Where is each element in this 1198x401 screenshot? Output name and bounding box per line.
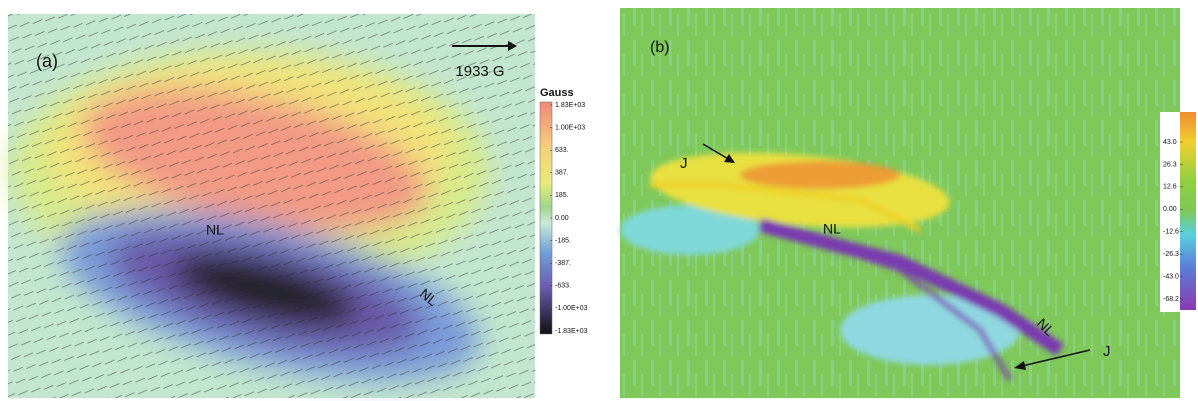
- colorbar-label-area: [1160, 112, 1180, 312]
- colorbar-tick-label: -1.00E+03: [555, 305, 588, 312]
- colorbar-tick-label: -26.3: [1163, 251, 1179, 258]
- panel-a: (a) 1933 G NL NL Gauss 1.83E+031.00E+036…: [8, 14, 588, 398]
- panel-b: (b) J NL NL J 43.026.312.60.00-12.6-26.3…: [620, 8, 1196, 398]
- colorbar-tick-label: -43.0: [1163, 273, 1179, 280]
- panel-label: (a): [36, 51, 58, 71]
- pointer-arrow-head: [724, 154, 735, 163]
- annotation: J: [680, 155, 688, 172]
- colorbar-title: Gauss: [540, 87, 574, 99]
- pointer-arrow-head: [1014, 361, 1026, 370]
- colorbar-tick-label: 0.00: [1163, 206, 1177, 213]
- pointer-arrow: [702, 143, 731, 161]
- panel-label: (b): [650, 39, 670, 56]
- colorbar-ticks: 1.83E+03 1.00E+03 633. 387. 185. 0.00 -185. -38…: [550, 102, 588, 335]
- vector-field: [8, 14, 535, 398]
- colorbar-tick-label: 387.: [555, 170, 569, 177]
- colorbar-tick-label: 1.83E+03: [555, 102, 585, 109]
- scale-label: 1933 G: [455, 63, 504, 80]
- colorbar-tick-label: -633.: [555, 283, 571, 290]
- colorbar: [1180, 112, 1196, 310]
- current-map: [620, 152, 1064, 382]
- pointer-arrow: [1021, 349, 1091, 367]
- colorbar-ticks: 43.0 26.3 12.6 0.00 -12.6 -26.3 -43.0 -68.2: [1163, 139, 1183, 303]
- colorbar-tick-label: -1.83E+03: [555, 328, 588, 335]
- colorbar-tick-label: 12.6: [1163, 184, 1177, 191]
- colorbar-tick-label: 0.00: [555, 215, 569, 222]
- colorbar-tick-label: -185.: [555, 237, 571, 244]
- scale-arrow-head: [508, 41, 517, 51]
- annotation: NL: [823, 221, 841, 237]
- annotation: J: [1103, 343, 1111, 360]
- colorbar-tick-label: 26.3: [1163, 161, 1177, 168]
- colorbar-tick-label: -68.2: [1163, 296, 1179, 303]
- colorbar-tick-label: -387.: [555, 260, 571, 267]
- colorbar-tick-label: 1.00E+03: [555, 124, 585, 131]
- colorbar-tick-label: 633.: [555, 147, 569, 154]
- colorbar-tick-label: 185.: [555, 192, 569, 199]
- colorbar-tick-label: 43.0: [1163, 139, 1177, 146]
- annotation: NL: [206, 222, 224, 238]
- colorbar-tick-label: -12.6: [1163, 229, 1179, 236]
